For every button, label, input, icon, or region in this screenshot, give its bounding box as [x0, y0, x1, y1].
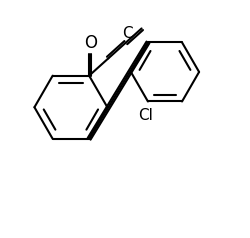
Text: C: C: [122, 26, 133, 41]
Text: O: O: [84, 34, 97, 52]
Text: Cl: Cl: [138, 108, 153, 123]
